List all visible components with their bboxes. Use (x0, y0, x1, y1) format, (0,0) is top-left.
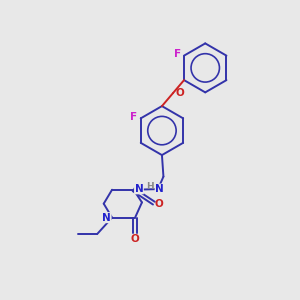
Text: N: N (135, 184, 143, 194)
Text: F: F (174, 50, 181, 59)
Text: O: O (175, 88, 184, 98)
Text: N: N (102, 213, 111, 223)
Text: O: O (155, 199, 164, 209)
Text: F: F (130, 112, 137, 122)
Text: H: H (146, 182, 154, 191)
Text: N: N (155, 184, 164, 194)
Text: O: O (131, 233, 140, 244)
